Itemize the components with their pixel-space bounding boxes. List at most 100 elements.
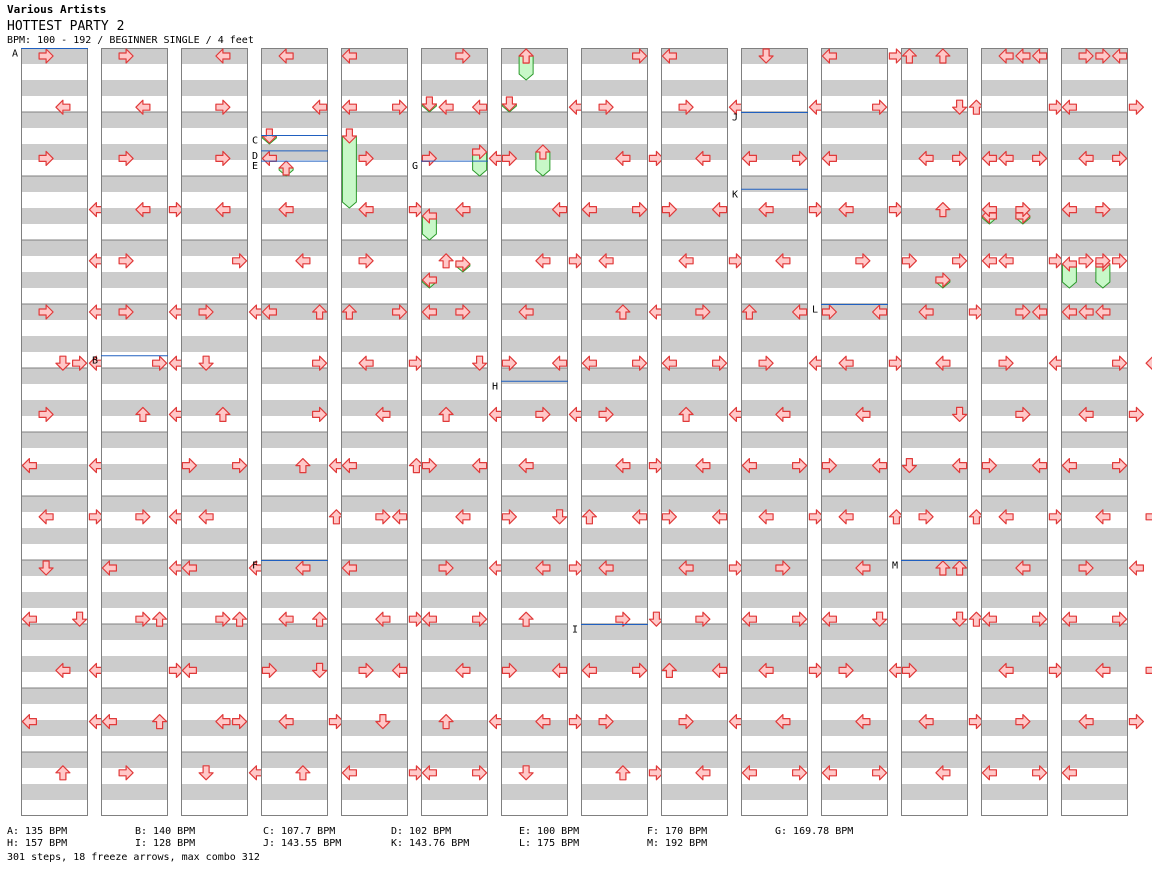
row-band xyxy=(181,112,248,128)
row-band xyxy=(981,240,1048,256)
step-arrow xyxy=(438,99,454,115)
step-arrow xyxy=(791,611,808,627)
row-band xyxy=(421,784,488,800)
row-band xyxy=(901,784,968,800)
row-band xyxy=(501,784,568,800)
step-arrow xyxy=(341,99,357,115)
step-arrow xyxy=(998,48,1014,64)
row-band xyxy=(261,528,328,544)
step-arrow xyxy=(472,765,488,781)
row-band xyxy=(181,656,248,672)
row-band xyxy=(261,784,328,800)
step-arrow xyxy=(118,253,134,269)
step-arrow xyxy=(551,355,568,371)
row-band xyxy=(1061,528,1128,544)
row-band xyxy=(1061,656,1128,672)
row-band xyxy=(261,496,328,512)
row-band xyxy=(261,272,328,288)
row-band xyxy=(581,528,648,544)
row-band xyxy=(661,624,728,640)
row-band xyxy=(261,560,328,576)
step-arrow xyxy=(808,662,825,679)
row-band xyxy=(901,272,968,288)
row-band xyxy=(581,304,648,320)
row-band xyxy=(981,560,1048,576)
row-band xyxy=(821,496,888,512)
row-band xyxy=(181,464,248,480)
step-arrow xyxy=(615,304,631,320)
step-arrow xyxy=(981,458,998,474)
row-band xyxy=(421,208,488,224)
step-arrow xyxy=(135,406,151,422)
step-arrow xyxy=(1111,611,1128,627)
row-band xyxy=(901,560,968,576)
row-band xyxy=(741,336,808,352)
step-arrow xyxy=(631,202,648,218)
row-band xyxy=(261,656,328,672)
row-band xyxy=(1061,144,1128,160)
row-band xyxy=(661,592,728,608)
row-band xyxy=(421,560,488,576)
step-arrow xyxy=(455,304,471,320)
bpm-legend-entry: D: 102 BPM xyxy=(391,826,452,837)
row-band xyxy=(181,752,248,768)
row-band xyxy=(1061,112,1128,128)
row-band xyxy=(101,720,168,736)
step-arrow xyxy=(935,48,951,64)
step-arrow xyxy=(88,509,105,525)
row-band xyxy=(661,80,728,96)
step-arrow xyxy=(935,560,951,576)
step-arrow xyxy=(152,355,168,371)
step-arrow xyxy=(1111,48,1128,64)
row-band xyxy=(661,496,728,512)
row-band xyxy=(581,48,648,64)
row-band xyxy=(341,112,408,128)
row-band xyxy=(341,272,408,288)
row-band xyxy=(421,720,488,736)
row-band xyxy=(821,720,888,736)
step-arrow xyxy=(871,99,888,115)
step-arrow xyxy=(21,458,38,474)
step-arrow xyxy=(951,611,968,627)
step-arrow xyxy=(55,99,71,115)
row-band xyxy=(501,400,568,416)
row-band xyxy=(501,752,568,768)
row-band xyxy=(981,656,1048,672)
step-arrow xyxy=(312,99,328,115)
step-arrow xyxy=(968,304,985,320)
row-band xyxy=(341,720,408,736)
row-band xyxy=(181,784,248,800)
step-arrow xyxy=(261,662,277,679)
step-arrow xyxy=(38,48,54,64)
row-band xyxy=(901,304,968,320)
row-band xyxy=(341,336,408,352)
row-band xyxy=(821,784,888,800)
row-band xyxy=(261,336,328,352)
bpm-legend-entry: J: 143.55 BPM xyxy=(263,838,342,849)
row-band xyxy=(741,240,808,256)
row-band xyxy=(661,528,728,544)
step-arrow xyxy=(568,253,585,269)
step-arrow xyxy=(871,611,888,627)
step-arrow xyxy=(631,662,648,679)
row-band xyxy=(181,144,248,160)
row-band xyxy=(741,496,808,512)
row-band xyxy=(901,240,968,256)
step-arrow xyxy=(918,509,934,525)
row-band xyxy=(821,624,888,640)
row-band xyxy=(501,240,568,256)
row-band xyxy=(341,400,408,416)
step-arrow xyxy=(1015,48,1031,64)
step-arrow xyxy=(392,304,408,320)
chart-subtitle: BPM: 100 - 192 / BEGINNER SINGLE / 4 fee… xyxy=(7,35,254,46)
row-band xyxy=(341,784,408,800)
step-arrow xyxy=(408,202,424,218)
bpm-legend-entry: G: 169.78 BPM xyxy=(775,826,854,837)
step-arrow xyxy=(808,509,825,525)
step-arrow xyxy=(1078,253,1094,269)
step-arrow xyxy=(1078,150,1094,166)
row-band xyxy=(581,176,648,192)
step-arrow xyxy=(375,406,391,422)
row-band xyxy=(981,624,1048,640)
row-band xyxy=(581,208,648,224)
